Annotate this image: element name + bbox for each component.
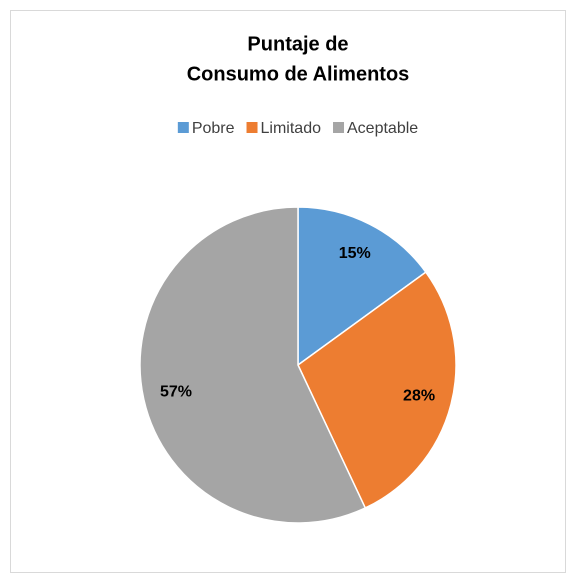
legend-label: Limitado — [261, 120, 322, 137]
legend-label: Aceptable — [347, 120, 418, 137]
data-label: 28% — [403, 387, 435, 404]
chart-title: Puntaje de — [247, 33, 348, 55]
pie-slice — [297, 206, 427, 367]
data-label: 15% — [339, 245, 371, 262]
legend: Pobre Limitado Aceptable — [177, 120, 418, 137]
pie-slice — [297, 271, 457, 509]
legend-swatch — [177, 122, 189, 133]
legend-label: Pobre — [192, 120, 235, 137]
pie-slice — [139, 206, 367, 524]
data-label: 57% — [160, 383, 192, 400]
legend-swatch — [333, 122, 345, 133]
chart-title: Consumo de Alimentos — [187, 63, 410, 85]
legend-swatch — [246, 122, 258, 133]
